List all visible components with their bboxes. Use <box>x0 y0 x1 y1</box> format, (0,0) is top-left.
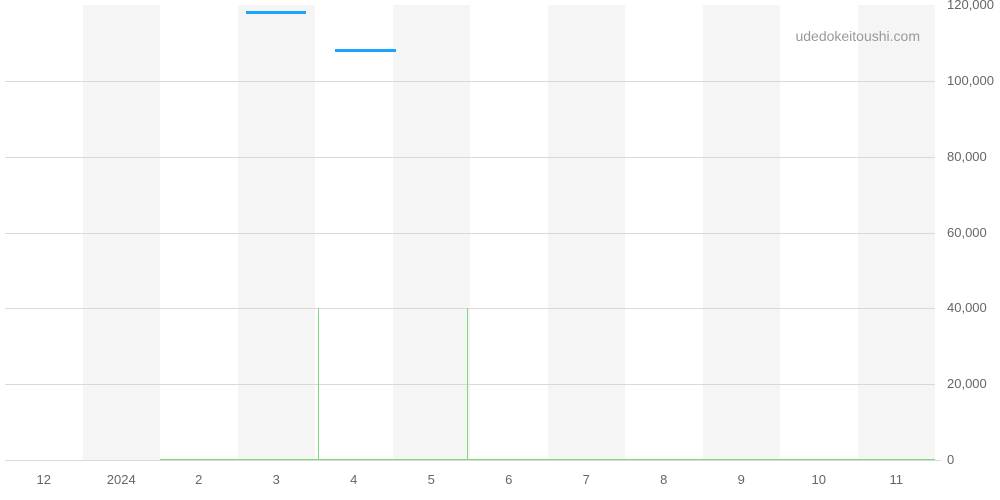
x-axis-label: 11 <box>890 472 904 487</box>
x-axis-label: 7 <box>583 472 590 487</box>
plot-area: 020,00040,00060,00080,000100,000120,0001… <box>5 5 935 460</box>
x-axis-label: 6 <box>505 472 512 487</box>
x-axis-label: 2 <box>195 472 202 487</box>
volume-bar <box>318 308 319 460</box>
y-axis-label: 120,000 <box>947 0 994 12</box>
y-axis-label: 80,000 <box>947 149 987 164</box>
y-gridline <box>5 384 935 385</box>
baseline-green <box>160 459 935 460</box>
x-axis-label: 10 <box>812 472 826 487</box>
x-axis-label: 3 <box>273 472 280 487</box>
y-axis-label: 40,000 <box>947 300 987 315</box>
price-step-segment <box>246 11 306 14</box>
y-axis-label: 60,000 <box>947 225 987 240</box>
watermark-text: udedokeitoushi.com <box>795 28 920 44</box>
x-axis-label: 4 <box>350 472 357 487</box>
y-axis-label: 0 <box>947 452 954 467</box>
price-step-segment <box>335 49 395 52</box>
y-gridline <box>5 81 935 82</box>
y-axis-label: 20,000 <box>947 376 987 391</box>
x-axis-label: 5 <box>428 472 435 487</box>
y-gridline <box>5 308 935 309</box>
x-axis-label: 2024 <box>107 472 136 487</box>
y-axis-label: 100,000 <box>947 73 994 88</box>
x-axis-label: 9 <box>738 472 745 487</box>
x-axis-label: 12 <box>37 472 51 487</box>
y-gridline <box>5 233 935 234</box>
y-gridline <box>5 157 935 158</box>
volume-bar <box>467 308 468 460</box>
price-history-chart: 0 20,000 40,000 60,000 80,000 100,000 120,000 1… <box>0 0 1000 500</box>
x-axis-label: 8 <box>660 472 667 487</box>
